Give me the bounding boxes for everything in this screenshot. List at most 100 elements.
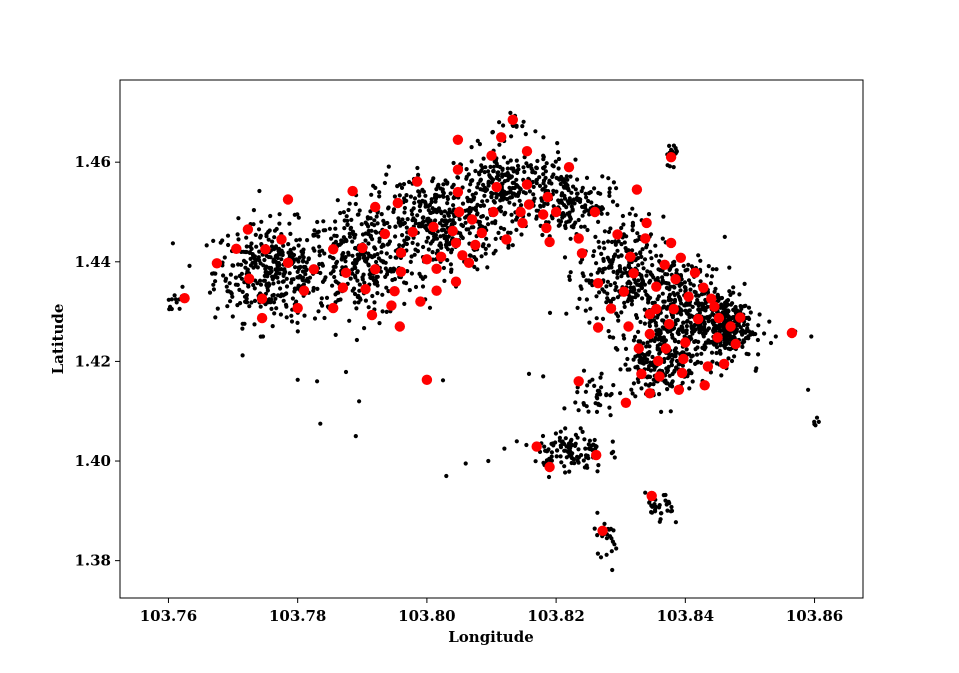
data-point bbox=[650, 354, 655, 360]
data-point bbox=[445, 194, 450, 200]
data-point bbox=[555, 448, 560, 453]
data-point bbox=[524, 161, 529, 166]
data-point bbox=[584, 404, 589, 409]
data-point bbox=[239, 276, 244, 281]
data-point bbox=[299, 249, 304, 254]
data-point bbox=[300, 252, 305, 257]
data-point bbox=[645, 340, 650, 345]
data-point bbox=[639, 285, 644, 290]
data-point bbox=[706, 319, 711, 324]
data-point bbox=[630, 391, 635, 396]
data-point bbox=[258, 233, 263, 238]
data-point bbox=[667, 143, 672, 148]
data-point bbox=[633, 280, 638, 285]
data-point bbox=[357, 208, 362, 213]
data-point bbox=[691, 283, 696, 288]
data-point bbox=[455, 175, 460, 180]
data-point bbox=[322, 277, 327, 282]
data-point bbox=[636, 288, 642, 293]
data-point bbox=[607, 405, 612, 410]
data-point bbox=[695, 360, 700, 365]
data-point bbox=[413, 284, 419, 290]
data-point bbox=[273, 244, 279, 249]
data-point bbox=[258, 334, 263, 339]
data-point bbox=[300, 269, 305, 274]
data-point bbox=[393, 224, 398, 229]
data-point bbox=[347, 201, 352, 206]
data-point bbox=[278, 312, 283, 317]
data-point bbox=[555, 141, 560, 146]
data-point bbox=[642, 321, 648, 326]
data-point bbox=[518, 187, 523, 192]
data-point bbox=[672, 285, 677, 290]
data-point bbox=[622, 304, 627, 309]
data-point bbox=[440, 189, 445, 194]
data-point bbox=[421, 244, 426, 250]
data-point bbox=[567, 274, 572, 279]
highlight-point bbox=[282, 257, 294, 268]
data-point bbox=[606, 176, 611, 181]
data-point bbox=[338, 297, 343, 302]
data-point bbox=[415, 242, 420, 247]
data-point bbox=[281, 243, 286, 248]
data-point bbox=[256, 255, 261, 260]
data-point bbox=[408, 194, 413, 199]
data-point bbox=[598, 375, 603, 380]
data-point bbox=[806, 387, 811, 392]
data-point bbox=[578, 260, 583, 265]
data-point bbox=[584, 195, 589, 200]
data-point bbox=[639, 386, 644, 391]
y-axis-title: Latitude bbox=[49, 304, 67, 375]
data-point bbox=[417, 193, 422, 198]
data-point bbox=[473, 257, 479, 262]
data-point bbox=[669, 359, 674, 364]
data-point bbox=[714, 361, 719, 366]
data-point bbox=[405, 217, 410, 222]
data-point bbox=[587, 320, 592, 325]
data-point bbox=[616, 254, 621, 259]
highlight-point bbox=[718, 358, 730, 370]
data-point bbox=[636, 263, 641, 268]
data-point bbox=[279, 267, 284, 272]
highlight-point bbox=[542, 191, 553, 203]
highlight-point bbox=[521, 146, 533, 157]
data-point bbox=[353, 265, 358, 271]
highlight-point bbox=[421, 254, 433, 265]
data-point bbox=[623, 362, 628, 367]
data-point bbox=[272, 235, 277, 240]
highlight-point bbox=[454, 206, 465, 218]
data-point bbox=[583, 389, 589, 394]
data-point bbox=[602, 289, 607, 294]
data-point bbox=[733, 330, 738, 335]
data-point bbox=[693, 301, 698, 306]
data-point bbox=[602, 229, 608, 234]
data-point bbox=[353, 232, 358, 237]
data-point bbox=[233, 275, 238, 280]
data-point bbox=[593, 446, 598, 451]
data-point bbox=[238, 301, 243, 306]
data-point bbox=[227, 281, 232, 286]
data-point bbox=[497, 142, 502, 147]
data-point bbox=[468, 253, 473, 258]
data-point bbox=[481, 242, 486, 247]
highlight-point bbox=[231, 243, 242, 254]
data-point bbox=[440, 223, 445, 228]
highlight-point bbox=[379, 228, 391, 240]
data-point bbox=[429, 197, 434, 202]
data-point bbox=[744, 351, 749, 356]
data-point bbox=[708, 370, 714, 375]
data-point bbox=[481, 182, 486, 187]
data-point bbox=[595, 533, 600, 538]
data-point bbox=[583, 203, 588, 208]
highlight-point bbox=[573, 376, 584, 387]
data-point bbox=[727, 265, 732, 270]
data-point bbox=[528, 163, 534, 168]
data-point bbox=[514, 177, 519, 182]
data-point bbox=[413, 221, 418, 226]
data-point bbox=[451, 203, 456, 208]
data-point bbox=[441, 182, 446, 187]
data-point bbox=[366, 262, 371, 267]
data-point bbox=[169, 297, 174, 302]
data-point bbox=[410, 240, 415, 245]
data-point bbox=[451, 160, 456, 166]
